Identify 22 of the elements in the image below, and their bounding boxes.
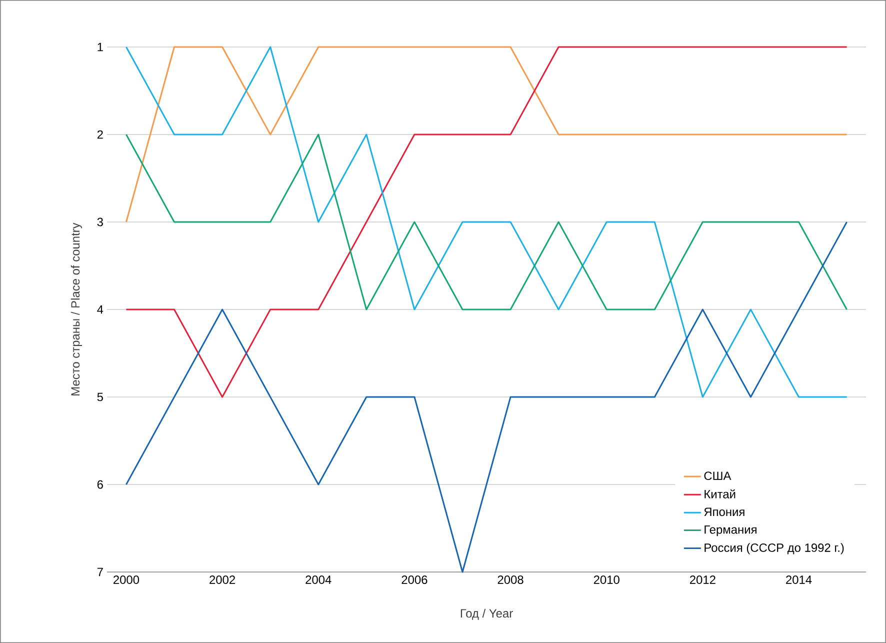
y-tick-label: 7 xyxy=(97,568,103,576)
x-tick-label: 2004 xyxy=(306,576,332,584)
legend-label: Китай xyxy=(704,489,736,498)
y-tick-label: 1 xyxy=(98,42,103,52)
y-tick-label: 3 xyxy=(97,218,103,226)
x-tick-label: 2014 xyxy=(786,576,812,584)
legend-label: США xyxy=(704,472,732,480)
x-tick-label: 2008 xyxy=(498,576,524,584)
x-tick-label: 2012 xyxy=(690,576,716,584)
y-tick-label: 6 xyxy=(97,480,103,489)
legend-label: Россия (СССР до 1992 г.) xyxy=(704,543,844,554)
y-tick-label: 2 xyxy=(97,130,103,139)
legend-label: Япония xyxy=(704,508,744,516)
y-tick-label: 4 xyxy=(97,305,104,314)
x-tick-label: 2010 xyxy=(594,576,620,584)
x-axis-title: Год / Year xyxy=(460,608,513,620)
x-tick-label: 2002 xyxy=(210,576,235,584)
x-tick-label: 2000 xyxy=(114,576,140,584)
x-tick-label: 2006 xyxy=(402,576,428,584)
y-tick-label: 5 xyxy=(97,392,103,402)
y-axis-title: Место страны / Place of country xyxy=(70,222,82,396)
legend-label: Германия xyxy=(704,525,756,536)
